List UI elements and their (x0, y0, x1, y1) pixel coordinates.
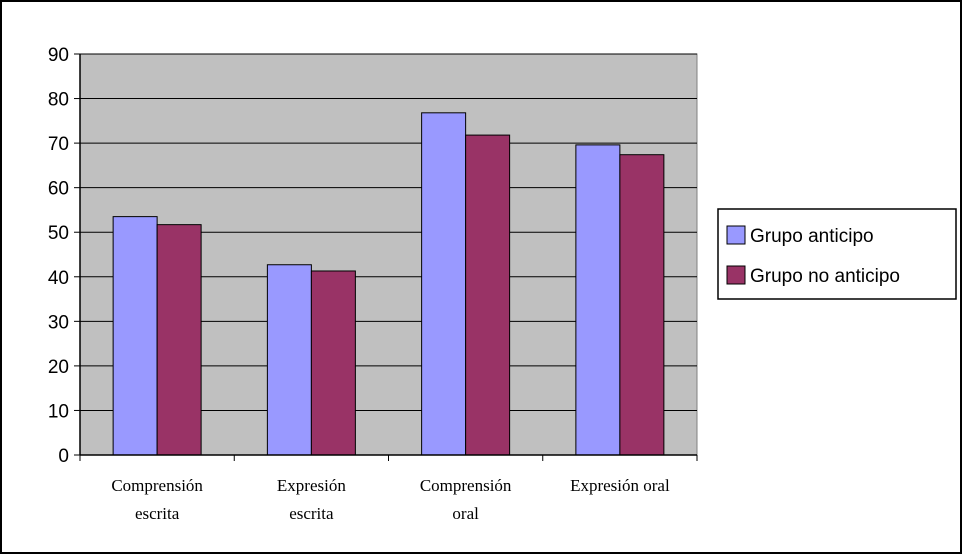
bar-grupo-no-anticipo-3 (619, 154, 665, 456)
legend-label: Grupo no anticipo (750, 266, 900, 287)
y-tick-label: 30 (48, 312, 69, 333)
legend-label: Grupo anticipo (750, 226, 874, 247)
axes (74, 53, 698, 461)
y-tick-label: 0 (58, 446, 69, 467)
legend-box (717, 208, 957, 300)
y-tick-label: 20 (48, 357, 69, 378)
bar-grupo-no-anticipo-1 (310, 270, 356, 456)
y-tick-label: 70 (48, 134, 69, 155)
y-tick-label: 80 (48, 90, 69, 111)
bar-grupo-anticipo-2 (421, 112, 467, 456)
y-tick-labels: 0 10 20 30 40 50 60 70 80 90 (48, 45, 69, 467)
x-tick-labels: Comprensión escrita Expresión escrita Compre… (111, 476, 670, 523)
bar-grupo-anticipo-3 (575, 144, 621, 456)
y-tick-label: 10 (48, 401, 69, 422)
bar-grupo-anticipo-1 (266, 264, 312, 456)
y-tick-label: 50 (48, 223, 69, 244)
x-tick-label: escrita (135, 504, 180, 523)
bars (112, 112, 665, 456)
x-tick-label: Expresión oral (570, 476, 670, 495)
y-tick-label: 60 (48, 179, 69, 200)
legend-swatch (726, 265, 746, 285)
y-tick-label: 90 (48, 45, 69, 66)
y-tick-label: 40 (48, 268, 69, 289)
bar-grupo-no-anticipo-0 (156, 224, 202, 456)
legend-swatch (726, 225, 746, 245)
bar-grupo-anticipo-0 (112, 216, 158, 456)
x-tick-label: Comprensión (420, 476, 512, 495)
bar-grupo-no-anticipo-2 (465, 134, 511, 456)
x-tick-label: escrita (289, 504, 334, 523)
x-tick-label: Expresión (277, 476, 346, 495)
x-tick-label: Comprensión (111, 476, 203, 495)
x-tick-label: oral (452, 504, 479, 523)
legend: Grupo anticipo Grupo no anticipo (717, 208, 957, 300)
